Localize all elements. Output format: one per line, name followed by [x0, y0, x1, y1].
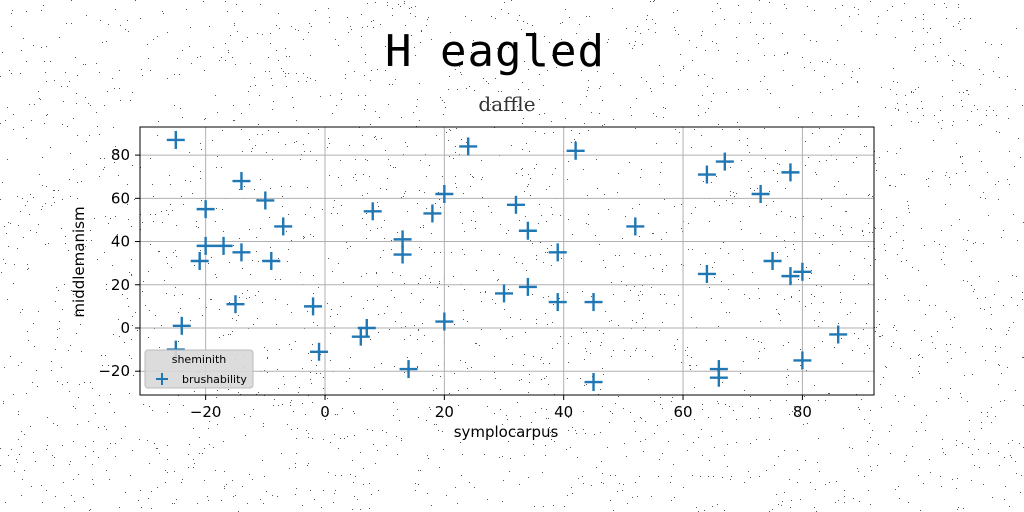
plot-frame — [139, 126, 875, 396]
data-point — [435, 312, 454, 331]
y-tick-label: 0 — [120, 319, 130, 337]
data-point — [304, 297, 323, 316]
data-point — [829, 325, 848, 344]
data-point — [399, 360, 418, 379]
data-point — [548, 243, 567, 262]
data-point — [518, 221, 537, 240]
x-tick-label: 60 — [673, 403, 692, 421]
data-point — [584, 373, 603, 392]
legend-label: brushability — [182, 373, 247, 386]
data-point — [214, 236, 233, 255]
data-point — [262, 252, 281, 270]
data-point — [763, 252, 782, 270]
data-point — [626, 217, 645, 236]
axis-ticks: −20 0 20 40 60 80 −20 0 20 40 60 80 — [98, 146, 812, 421]
data-point — [166, 130, 185, 149]
data-point — [393, 245, 412, 264]
data-point — [423, 204, 442, 223]
data-points — [166, 130, 848, 392]
legend: sheminith brushability — [144, 349, 254, 389]
data-point — [226, 295, 245, 314]
data-point — [459, 137, 478, 156]
data-point — [435, 185, 454, 203]
data-point — [548, 293, 567, 312]
data-point — [697, 165, 716, 184]
x-tick-label: 80 — [793, 403, 812, 421]
y-tick-label: −20 — [98, 362, 130, 380]
x-tick-label: 0 — [320, 403, 330, 421]
data-point — [697, 264, 716, 283]
chart-title: H eagled — [385, 26, 605, 77]
data-point — [172, 316, 191, 335]
legend-title: sheminith — [172, 353, 227, 366]
y-tick-label: 60 — [111, 189, 130, 207]
data-point — [751, 185, 770, 203]
data-point — [274, 217, 293, 236]
data-point — [196, 236, 215, 255]
data-point — [310, 342, 329, 361]
data-point — [793, 262, 812, 281]
data-point — [495, 284, 514, 303]
data-point — [781, 163, 800, 182]
data-point — [363, 202, 382, 221]
data-point — [781, 267, 800, 286]
x-tick-label: 40 — [554, 403, 573, 421]
data-point — [357, 319, 376, 337]
data-point — [506, 195, 525, 214]
data-point — [256, 191, 275, 210]
data-point — [190, 252, 209, 270]
x-tick-label: −20 — [190, 403, 222, 421]
data-point — [196, 200, 215, 219]
y-tick-label: 20 — [111, 276, 130, 294]
y-tick-label: 40 — [111, 233, 130, 251]
legend-marker-icon — [156, 373, 168, 385]
y-tick-label: 80 — [111, 146, 130, 164]
data-point — [715, 152, 734, 171]
data-point — [232, 243, 251, 262]
chart-subtitle: daffle — [478, 92, 536, 116]
x-tick-label: 20 — [435, 403, 454, 421]
x-axis-label: symplocarpus — [454, 423, 559, 441]
data-point — [709, 360, 728, 379]
data-point — [566, 141, 585, 160]
data-point — [518, 277, 537, 296]
data-point — [232, 172, 251, 191]
data-point — [584, 293, 603, 312]
legend-box — [144, 349, 254, 389]
data-point — [793, 351, 812, 370]
y-axis-label: middlemanism — [70, 206, 88, 317]
data-point — [393, 230, 412, 249]
